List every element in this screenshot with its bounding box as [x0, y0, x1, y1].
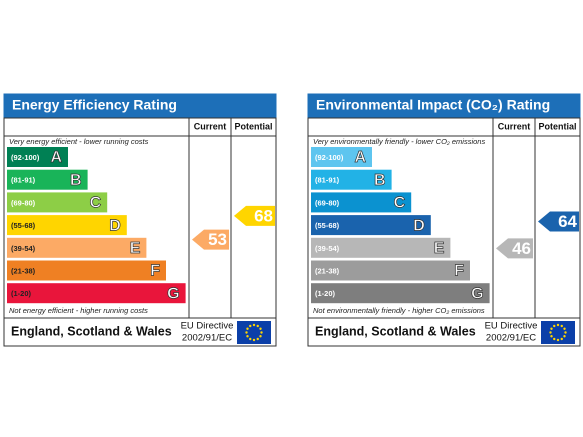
eu-star	[256, 337, 259, 341]
rating-panel: Energy Efficiency Rating Current Potential…	[3, 93, 277, 347]
rating-panel: Environmental Impact (CO₂) Rating Current…	[307, 93, 581, 347]
rating-band	[311, 283, 490, 304]
rating-band	[7, 192, 108, 213]
band-range: (39-54)	[11, 244, 36, 253]
eu-star	[246, 327, 249, 330]
eu-star	[550, 335, 553, 338]
eu-star	[259, 327, 262, 330]
band-letter: C	[394, 195, 406, 212]
column-header: Potential	[234, 121, 272, 131]
band-letter: E	[130, 240, 141, 257]
rating-band	[7, 147, 68, 167]
title-bar	[308, 94, 580, 118]
eu-star	[560, 337, 563, 341]
band-range: (1-20)	[11, 289, 32, 298]
band-letter: F	[150, 263, 160, 280]
eu-star	[563, 335, 566, 338]
column-header: Potential	[538, 121, 576, 131]
eu-star	[553, 337, 556, 341]
rating-value: 64	[558, 212, 577, 231]
eu-star	[553, 324, 556, 328]
rating-value: 68	[254, 206, 273, 225]
panel-title: Environmental Impact (CO₂) Rating	[316, 97, 550, 113]
footer-region: England, Scotland & Wales	[11, 324, 172, 338]
band-range: (55-68)	[315, 221, 340, 230]
eu-star	[563, 327, 566, 330]
band-letter: G	[471, 285, 483, 302]
band-range: (81-91)	[315, 176, 340, 185]
rating-band	[7, 215, 127, 236]
directive-text: EU Directive	[181, 321, 234, 332]
title-bar	[4, 94, 276, 118]
eu-star	[259, 335, 262, 338]
top-note: Very energy efficient - lower running co…	[9, 137, 149, 146]
footer-region: England, Scotland & Wales	[315, 324, 476, 338]
panel-title: Energy Efficiency Rating	[12, 97, 177, 113]
eu-star	[560, 324, 563, 328]
directive-text: EU Directive	[485, 321, 538, 332]
eu-star	[245, 331, 248, 334]
eu-star	[564, 331, 567, 334]
eu-star	[252, 323, 256, 327]
column-header: Current	[498, 121, 531, 131]
band-range: (21-38)	[315, 266, 340, 275]
eu-flag	[541, 321, 575, 344]
band-letter: D	[413, 217, 425, 234]
eu-star	[556, 323, 560, 327]
top-note: Very environmentally friendly - lower CO…	[313, 137, 485, 146]
band-range: (55-68)	[11, 221, 36, 230]
eu-flag	[237, 321, 271, 344]
band-letter: G	[167, 285, 179, 302]
band-range: (92-100)	[315, 153, 344, 162]
band-letter: B	[374, 172, 386, 189]
eu-star	[252, 338, 256, 342]
eu-star	[556, 338, 560, 342]
band-letter: D	[109, 217, 121, 234]
column-header: Current	[194, 121, 227, 131]
eu-star	[260, 331, 263, 334]
bottom-note: Not energy efficient - higher running co…	[9, 306, 148, 315]
band-range: (21-38)	[11, 266, 36, 275]
band-letter: B	[70, 172, 82, 189]
band-range: (69-80)	[315, 198, 340, 207]
rating-value: 46	[512, 239, 531, 258]
eu-star	[249, 337, 252, 341]
rating-band	[311, 237, 451, 258]
band-letter: E	[434, 240, 445, 257]
rating-arrow	[192, 229, 229, 250]
rating-band	[311, 215, 431, 236]
band-range: (92-100)	[11, 153, 40, 162]
rating-band	[311, 169, 392, 190]
band-range: (1-20)	[315, 289, 336, 298]
band-letter: A	[50, 149, 62, 166]
eu-star	[549, 331, 552, 334]
band-letter: F	[454, 263, 464, 280]
rating-value: 53	[208, 230, 227, 249]
rating-band	[311, 260, 470, 281]
eu-star	[246, 335, 249, 338]
directive-text: 2002/91/EC	[486, 333, 536, 344]
band-range: (81-91)	[11, 176, 36, 185]
rating-band	[7, 283, 186, 304]
band-letter: C	[90, 195, 102, 212]
band-letter: A	[354, 149, 366, 166]
rating-arrow	[538, 211, 579, 232]
eu-star	[256, 324, 259, 328]
panel-border	[307, 117, 581, 347]
rating-band	[7, 237, 147, 258]
rating-band	[7, 260, 166, 281]
bottom-note: Not environmentally friendly - higher CO…	[313, 306, 485, 315]
rating-band	[311, 192, 412, 213]
rating-band	[7, 169, 88, 190]
rating-arrow	[234, 205, 275, 226]
band-range: (69-80)	[11, 198, 36, 207]
rating-arrow	[496, 238, 533, 259]
eu-star	[249, 324, 252, 328]
band-range: (39-54)	[315, 244, 340, 253]
rating-band	[311, 147, 372, 167]
directive-text: 2002/91/EC	[182, 333, 232, 344]
eu-star	[550, 327, 553, 330]
panel-border	[3, 117, 277, 347]
